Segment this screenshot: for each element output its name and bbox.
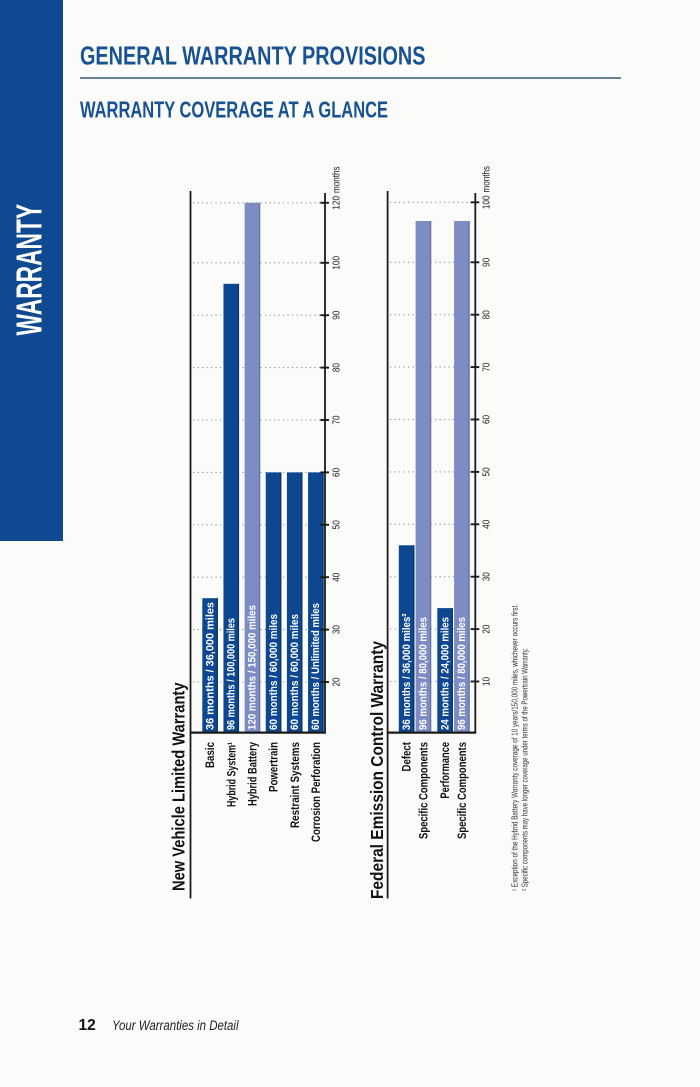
svg-text:30: 30 <box>331 625 342 634</box>
svg-text:¹ Exception of the Hybrid Batt: ¹ Exception of the Hybrid Battery Warran… <box>511 604 520 891</box>
svg-text:10: 10 <box>482 677 493 686</box>
svg-text:Hybrid Battery: Hybrid Battery <box>248 742 260 806</box>
svg-text:Corrosion Perforation: Corrosion Perforation <box>311 742 323 842</box>
svg-text:20: 20 <box>331 677 342 686</box>
svg-text:Federal Emission Control Warra: Federal Emission Control Warranty <box>367 641 387 899</box>
svg-text:months: months <box>331 167 342 194</box>
svg-text:30: 30 <box>482 572 493 581</box>
svg-text:Performance: Performance <box>440 742 452 799</box>
svg-text:20: 20 <box>482 624 493 633</box>
svg-text:GENERAL WARRANTY PROVISIONS: GENERAL WARRANTY PROVISIONS <box>80 40 426 70</box>
svg-text:50: 50 <box>482 467 493 476</box>
svg-text:96 months / 100,000 miles: 96 months / 100,000 miles <box>225 618 237 730</box>
svg-text:² Specific components may have: ² Specific components may have longer co… <box>521 648 530 891</box>
svg-text:Powertrain: Powertrain <box>269 742 281 792</box>
svg-text:96 months / 80,000 miles: 96 months / 80,000 miles <box>418 617 430 730</box>
svg-text:12: 12 <box>79 1017 96 1034</box>
svg-text:50: 50 <box>331 520 342 529</box>
svg-text:90: 90 <box>482 257 493 266</box>
svg-text:40: 40 <box>482 519 493 528</box>
svg-text:70: 70 <box>482 362 493 371</box>
svg-text:60 months / Unlimited miles: 60 months / Unlimited miles <box>310 603 322 730</box>
svg-text:Basic: Basic <box>205 741 217 768</box>
svg-text:Specific Components: Specific Components <box>419 742 431 839</box>
svg-text:70: 70 <box>331 415 342 424</box>
svg-text:40: 40 <box>331 572 342 581</box>
svg-text:90: 90 <box>331 310 342 319</box>
svg-text:80: 80 <box>482 310 493 319</box>
svg-text:Hybrid System¹: Hybrid System¹ <box>226 742 238 807</box>
svg-text:New Vehicle Limited Warranty: New Vehicle Limited Warranty <box>168 682 188 891</box>
svg-text:100: 100 <box>331 256 342 270</box>
svg-text:60: 60 <box>482 415 493 424</box>
svg-text:24 months / 24,000 miles: 24 months / 24,000 miles <box>439 617 451 730</box>
svg-text:Specific Components: Specific Components <box>457 742 469 839</box>
svg-text:36 months / 36,000 miles²: 36 months / 36,000 miles² <box>401 613 413 730</box>
svg-text:Defect: Defect <box>402 742 414 772</box>
svg-text:WARRANTY COVERAGE AT A GLANCE: WARRANTY COVERAGE AT A GLANCE <box>80 96 388 122</box>
svg-text:36 months / 36,000 miles: 36 months / 36,000 miles <box>204 602 216 730</box>
svg-text:96 months / 80,000 miles: 96 months / 80,000 miles <box>456 617 468 730</box>
svg-text:months: months <box>482 166 493 193</box>
svg-text:Restraint Systems: Restraint Systems <box>290 742 302 828</box>
svg-text:100: 100 <box>482 195 493 209</box>
svg-text:Your Warranties in Detail: Your Warranties in Detail <box>112 1018 239 1033</box>
svg-text:60 months / 60,000 miles: 60 months / 60,000 miles <box>289 614 301 730</box>
svg-text:WARRANTY: WARRANTY <box>9 204 50 336</box>
svg-text:60: 60 <box>331 467 342 476</box>
svg-text:80: 80 <box>331 363 342 372</box>
svg-text:120 months / 150,000 miles: 120 months / 150,000 miles <box>247 605 259 730</box>
svg-text:120: 120 <box>331 196 342 210</box>
svg-text:60 months / 60,000 miles: 60 months / 60,000 miles <box>268 614 280 730</box>
